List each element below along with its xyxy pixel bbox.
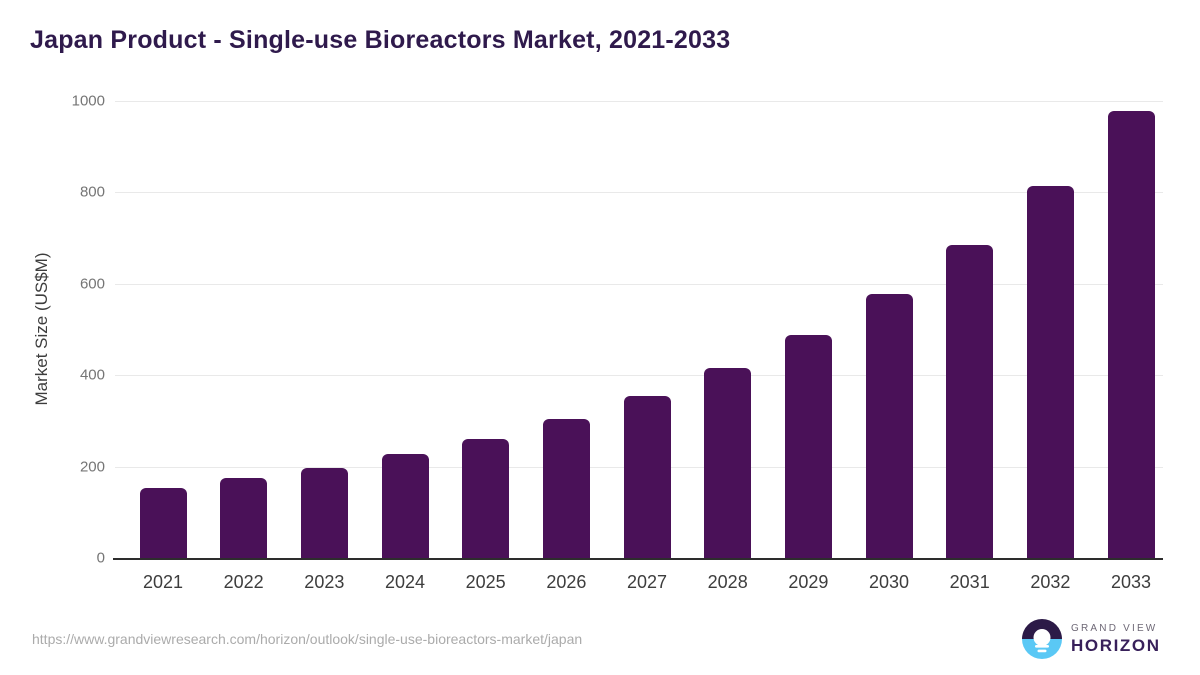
x-tick-2021: 2021: [142, 572, 184, 592]
x-tick-2023: 2023: [304, 572, 345, 592]
horizon-logo-icon: [1022, 619, 1062, 659]
y-tick-400: 400: [79, 366, 105, 384]
bar-2028: [704, 368, 752, 558]
x-tick-2028: 2028: [707, 572, 748, 592]
x-tick-2025: 2025: [465, 572, 506, 592]
bar-2022: [220, 478, 268, 558]
bar-2030: [865, 293, 913, 558]
x-tick-2029: 2029: [788, 572, 829, 592]
bar-2021: [139, 488, 187, 558]
brand-logo: GRAND VIEW HORIZON: [1022, 619, 1161, 659]
bar-2025: [462, 438, 510, 558]
y-tick-1000: 1000: [71, 92, 105, 110]
y-tick-200: 200: [79, 458, 105, 476]
bar-2027: [623, 396, 671, 558]
brand-logo-horizon: HORIZON: [1071, 635, 1161, 655]
source-url: https://www.grandviewresearch.com/horizo…: [32, 631, 583, 647]
x-tick-2033: 2033: [1111, 572, 1152, 592]
bar-2026: [542, 418, 590, 558]
bar-2033: [1107, 111, 1155, 558]
bar-2023: [300, 467, 348, 558]
y-tick-0: 0: [96, 549, 105, 567]
x-tick-2024: 2024: [384, 572, 426, 592]
page-title: Japan Product - Single-use Bioreactors M…: [30, 26, 731, 54]
x-tick-2031: 2031: [949, 572, 990, 592]
brand-logo-text: GRAND VIEW HORIZON: [1071, 623, 1161, 656]
bar-2029: [784, 334, 832, 558]
bar-2024: [381, 454, 429, 558]
gridline-600: [115, 283, 1163, 285]
brand-logo-grand-view: GRAND VIEW: [1071, 622, 1158, 634]
x-tick-2026: 2026: [546, 572, 587, 592]
bar-2032: [1026, 185, 1074, 558]
gridline-1000: [115, 101, 1163, 102]
x-tick-2030: 2030: [868, 572, 910, 592]
x-tick-2027: 2027: [626, 572, 668, 592]
x-tick-2022: 2022: [223, 572, 264, 592]
y-tick-800: 800: [79, 183, 105, 201]
x-axis-line: [113, 558, 1163, 560]
bar-2031: [946, 244, 994, 558]
x-tick-2032: 2032: [1030, 572, 1071, 592]
y-tick-600: 600: [79, 275, 105, 293]
gridline-800: [115, 192, 1163, 194]
gridline-400: [115, 375, 1163, 377]
